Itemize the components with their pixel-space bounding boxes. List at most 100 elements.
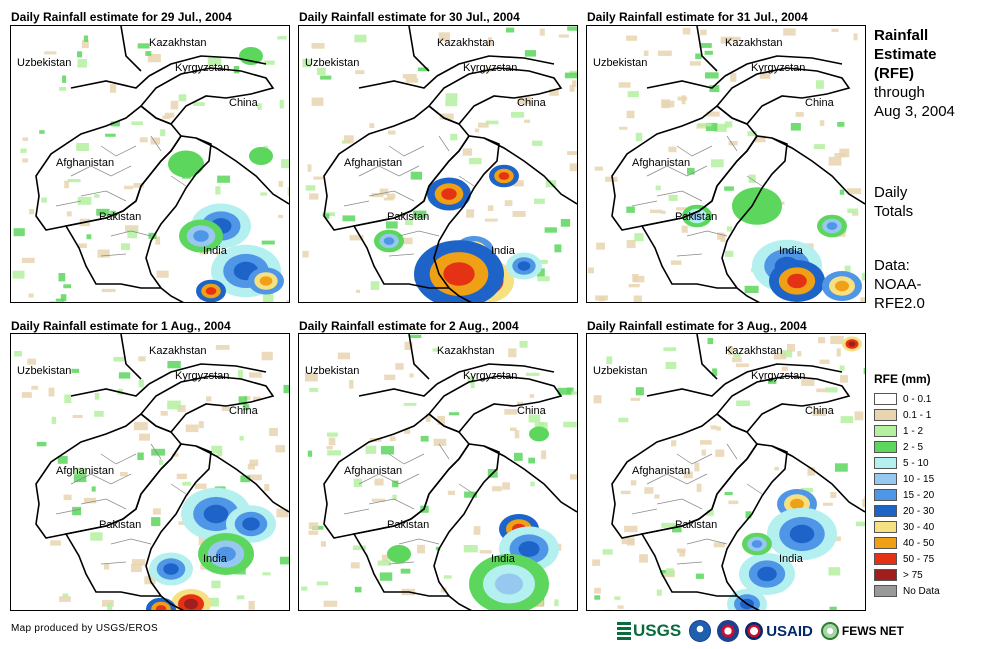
rain-speckle bbox=[349, 234, 364, 241]
rain-speckle bbox=[614, 596, 621, 600]
rain-speckle bbox=[309, 193, 319, 200]
rain-speckle bbox=[672, 524, 682, 533]
rain-speckle bbox=[316, 581, 328, 586]
rain-speckle bbox=[504, 200, 513, 206]
legend-label: 2 - 5 bbox=[903, 441, 924, 453]
rain-speckle bbox=[404, 429, 411, 434]
rain-speckle bbox=[624, 525, 638, 533]
province-boundary bbox=[55, 200, 82, 207]
rain-speckle bbox=[800, 487, 813, 493]
rain-field bbox=[14, 345, 289, 610]
rain-speckle bbox=[445, 93, 458, 101]
rain-speckle bbox=[327, 432, 338, 437]
rain-speckle bbox=[370, 281, 380, 290]
rain-speckle bbox=[377, 560, 391, 566]
rain-speckle bbox=[528, 457, 535, 464]
map-title-2-aug: Daily Rainfall estimate for 2 Aug., 2004 bbox=[299, 319, 519, 333]
rain-speckle bbox=[720, 233, 726, 242]
rain-speckle bbox=[131, 563, 142, 573]
data-source-label: Data: NOAA- RFE2.0 bbox=[874, 256, 925, 313]
rain-speckle bbox=[417, 544, 425, 554]
country-label-kyrgyzstan: Kyrgyzstan bbox=[751, 62, 805, 74]
rain-speckle bbox=[253, 396, 261, 401]
map-canvas: Kazakhstan Uzbekistan Kyrgyzstan China Afgha… bbox=[14, 334, 289, 610]
country-boundary bbox=[358, 383, 438, 397]
rain-speckle bbox=[323, 600, 338, 607]
rain-speckle bbox=[536, 268, 545, 278]
rain-cell bbox=[203, 504, 229, 524]
rain-speckle bbox=[660, 570, 666, 574]
rain-speckle bbox=[283, 384, 289, 394]
rain-speckle bbox=[425, 413, 431, 422]
rain-speckle bbox=[539, 422, 544, 427]
rain-speckle bbox=[736, 363, 749, 368]
rain-speckle bbox=[671, 440, 677, 447]
rain-speckle bbox=[110, 84, 117, 93]
rain-cell bbox=[205, 287, 217, 295]
rain-speckle bbox=[781, 366, 788, 371]
rain-speckle bbox=[830, 492, 837, 498]
rain-speckle bbox=[410, 171, 423, 180]
rain-speckle bbox=[478, 122, 489, 128]
rain-speckle bbox=[790, 123, 801, 131]
rain-speckle bbox=[748, 174, 756, 183]
rain-speckle bbox=[50, 540, 61, 546]
legend-label: 30 - 40 bbox=[903, 521, 935, 533]
rain-speckle bbox=[216, 451, 223, 457]
country-boundary bbox=[195, 445, 289, 513]
rain-speckle bbox=[537, 276, 550, 282]
rain-speckle bbox=[635, 387, 644, 396]
rain-speckle bbox=[621, 537, 635, 545]
rain-speckle bbox=[828, 156, 842, 166]
rain-speckle bbox=[20, 148, 27, 153]
rain-speckle bbox=[281, 159, 289, 169]
rain-speckle bbox=[433, 438, 447, 446]
rain-cell bbox=[443, 262, 475, 286]
rain-speckle bbox=[437, 415, 445, 425]
rain-speckle bbox=[48, 387, 55, 397]
rain-speckle bbox=[185, 424, 199, 433]
rain-speckle bbox=[630, 480, 637, 486]
rain-speckle bbox=[537, 259, 548, 264]
province-boundary bbox=[170, 175, 187, 187]
rain-speckle bbox=[519, 340, 528, 348]
province-boundary bbox=[388, 561, 415, 565]
rain-speckle bbox=[59, 596, 71, 602]
data-source-line: RFE2.0 bbox=[874, 295, 925, 312]
rain-speckle bbox=[517, 401, 523, 406]
rain-speckle bbox=[530, 481, 535, 487]
rain-speckle bbox=[524, 119, 530, 123]
rain-speckle bbox=[514, 430, 520, 439]
rain-speckle bbox=[371, 193, 384, 198]
country-label-india: India bbox=[779, 245, 804, 257]
province-boundary bbox=[170, 483, 187, 495]
rain-speckle bbox=[661, 522, 676, 528]
rain-speckle bbox=[72, 414, 83, 418]
rain-speckle bbox=[118, 372, 131, 379]
rain-speckle bbox=[160, 129, 166, 137]
rain-speckle bbox=[448, 412, 460, 416]
rain-speckle bbox=[689, 61, 701, 66]
rain-cell bbox=[193, 230, 209, 242]
country-boundary bbox=[696, 334, 718, 380]
province-boundary bbox=[746, 483, 763, 495]
legend-swatch bbox=[874, 569, 897, 581]
province-boundary bbox=[676, 561, 703, 565]
rain-speckle bbox=[371, 498, 386, 502]
rain-speckle bbox=[818, 337, 826, 344]
rain-speckle bbox=[650, 209, 663, 214]
rain-speckle bbox=[643, 50, 649, 56]
rain-speckle bbox=[725, 250, 734, 257]
rain-speckle bbox=[152, 508, 161, 515]
rain-speckle bbox=[474, 128, 480, 133]
rain-speckle bbox=[700, 440, 712, 445]
rain-field bbox=[301, 334, 577, 610]
country-label-uzbekistan: Uzbekistan bbox=[17, 365, 71, 377]
country-label-kyrgyzstan: Kyrgyzstan bbox=[463, 62, 517, 74]
map-title-1-aug: Daily Rainfall estimate for 1 Aug., 2004 bbox=[11, 319, 231, 333]
rain-speckle bbox=[395, 363, 404, 370]
rain-speckle bbox=[819, 359, 830, 364]
legend-label: No Data bbox=[903, 585, 940, 597]
rain-speckle bbox=[563, 421, 577, 428]
province-boundary bbox=[656, 190, 703, 202]
